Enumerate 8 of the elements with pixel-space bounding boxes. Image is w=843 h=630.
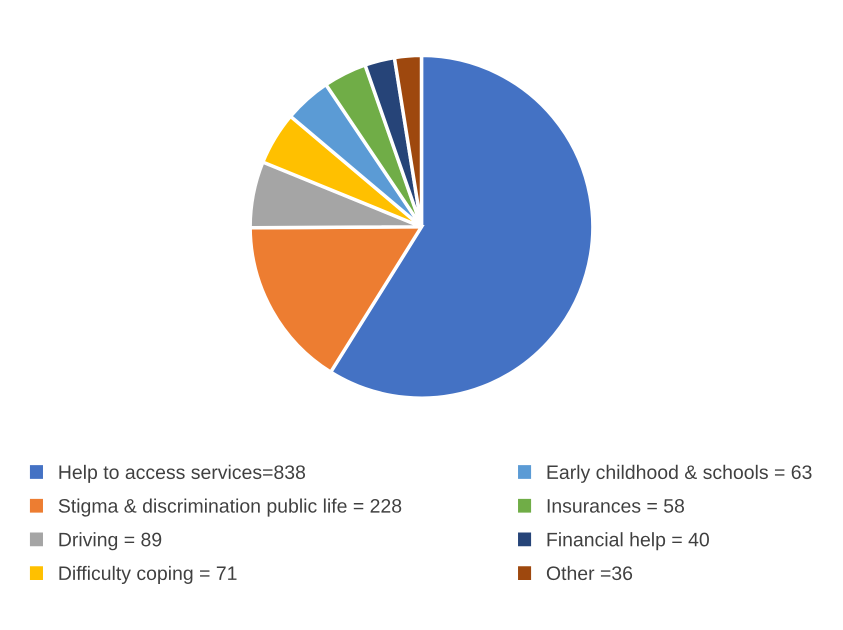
legend-label: Early childhood & schools = 63 — [548, 464, 812, 483]
legend-label: Other =36 — [546, 566, 632, 580]
legend-label: Driving = 89 — [59, 532, 162, 550]
legend-label: Stigma & discrimination public life = 228 — [58, 498, 402, 517]
legend-label: Help to access services=838 — [59, 464, 306, 483]
legend-label: Financial help = 40 — [548, 532, 709, 550]
legend-label: Insurances = 58 — [548, 498, 684, 513]
legend-label: Difficulty coping = 71 — [59, 566, 237, 584]
